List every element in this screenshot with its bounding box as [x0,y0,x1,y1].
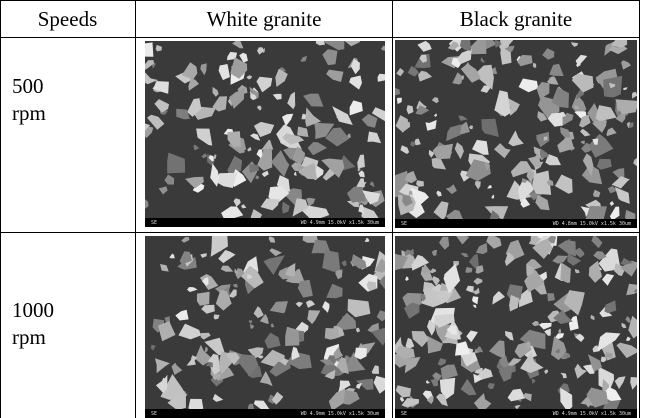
header-cell: White granite [136,2,392,36]
image-label: SE [151,220,157,226]
speed-unit: rpm [12,100,46,127]
header-cell: Speeds [0,2,135,36]
image-label: WD 4.8mm 15.0kV x1.5k 30um [553,221,631,227]
sem-image: SE WD 4.9mm 15.0kV x1.5k 30um [395,236,637,418]
rule [0,0,1,418]
image-label: WD 4.9mm 15.0kV x1.5k 30um [301,411,379,417]
particle [197,292,210,306]
table-figure: Speeds White granite Black granite 500 r… [0,0,658,418]
speed-value: 500 [12,73,46,100]
image-label: WD 4.9mm 15.0kV x1.5k 30um [301,220,379,226]
particle [145,42,153,56]
particle [322,250,340,272]
image-label: SE [151,411,157,417]
rule [0,37,640,38]
rule [0,0,640,1]
header-cell: Black granite [393,2,639,36]
speed-value: 1000 [12,297,54,324]
image-label: SE [401,221,407,227]
sem-image: SE WD 4.9mm 15.0kV x1.5k 30um [145,236,385,418]
speed-cell: 1000 rpm [12,297,54,351]
speed-cell: 500 rpm [12,73,46,127]
rule [639,0,640,418]
particle [547,293,555,301]
rule [135,0,136,418]
image-label: SE [401,411,407,417]
speed-unit: rpm [12,324,54,351]
sem-image: SE WD 4.9mm 15.0kV x1.5k 30um [145,41,385,227]
rule [392,0,393,418]
image-label: WD 4.9mm 15.0kV x1.5k 30um [553,411,631,417]
sem-image: SE WD 4.8mm 15.0kV x1.5k 30um [395,40,637,228]
rule [0,232,640,233]
